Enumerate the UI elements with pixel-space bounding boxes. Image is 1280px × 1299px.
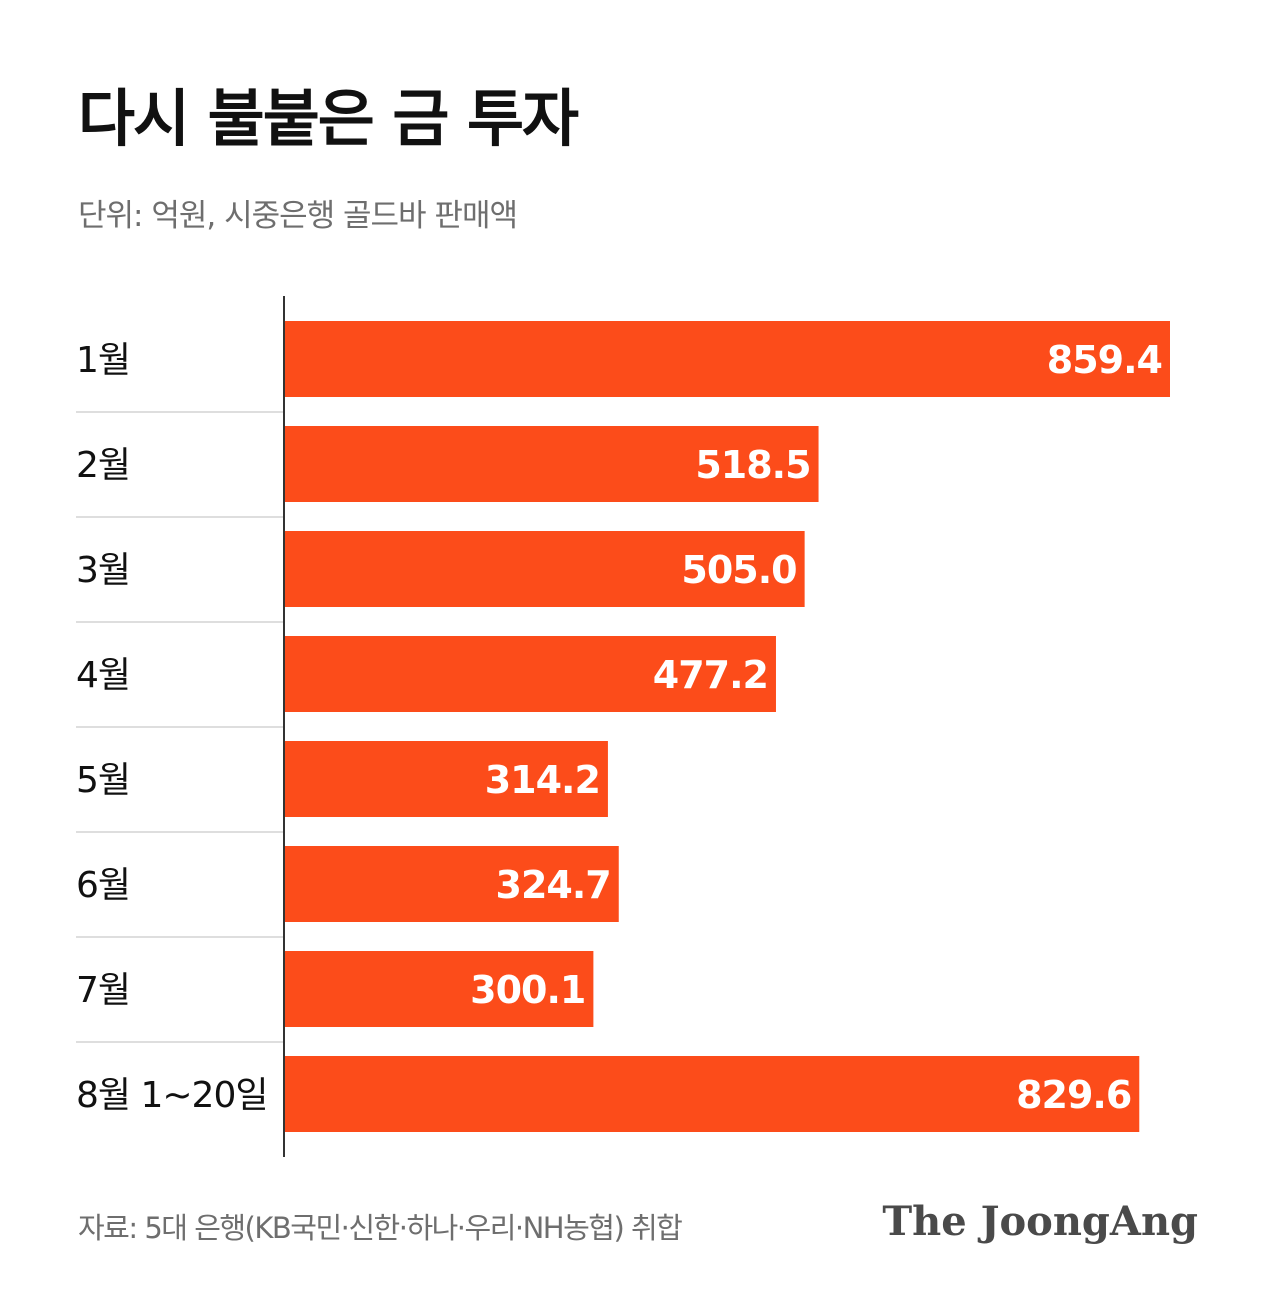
bar-value-label: 314.2 xyxy=(485,758,600,802)
bar-value-label: 518.5 xyxy=(695,443,810,487)
category-label: 1월 xyxy=(76,340,130,381)
bar-value-label: 300.1 xyxy=(470,968,585,1012)
category-label: 6월 xyxy=(76,865,130,906)
category-label: 4월 xyxy=(76,655,130,696)
source-note: 자료: 5대 은행(KB국민·신한·하나·우리·NH농협) 취합 xyxy=(78,1211,683,1245)
bar xyxy=(284,741,608,817)
bar-value-label: 859.4 xyxy=(1047,338,1162,382)
bar-value-label: 477.2 xyxy=(653,653,768,697)
category-label: 8월 1~20일 xyxy=(76,1075,267,1116)
publisher-logo: The JoongAng xyxy=(882,1198,1198,1245)
chart-title: 다시 불붙은 금 투자 xyxy=(78,82,579,155)
bar-value-label: 505.0 xyxy=(681,548,796,592)
category-label: 5월 xyxy=(76,760,130,801)
bar xyxy=(284,1056,1140,1132)
bar xyxy=(284,846,619,922)
category-label: 7월 xyxy=(76,970,130,1011)
bar xyxy=(284,951,594,1027)
bar-value-label: 324.7 xyxy=(496,863,611,907)
category-label: 2월 xyxy=(76,445,130,486)
chart-subtitle: 단위: 억원, 시중은행 골드바 판매액 xyxy=(78,198,518,234)
category-label: 3월 xyxy=(76,550,130,591)
bar xyxy=(284,531,805,607)
bar xyxy=(284,636,776,712)
bar xyxy=(284,426,819,502)
bar xyxy=(284,321,1170,397)
bar-value-label: 829.6 xyxy=(1016,1073,1131,1117)
